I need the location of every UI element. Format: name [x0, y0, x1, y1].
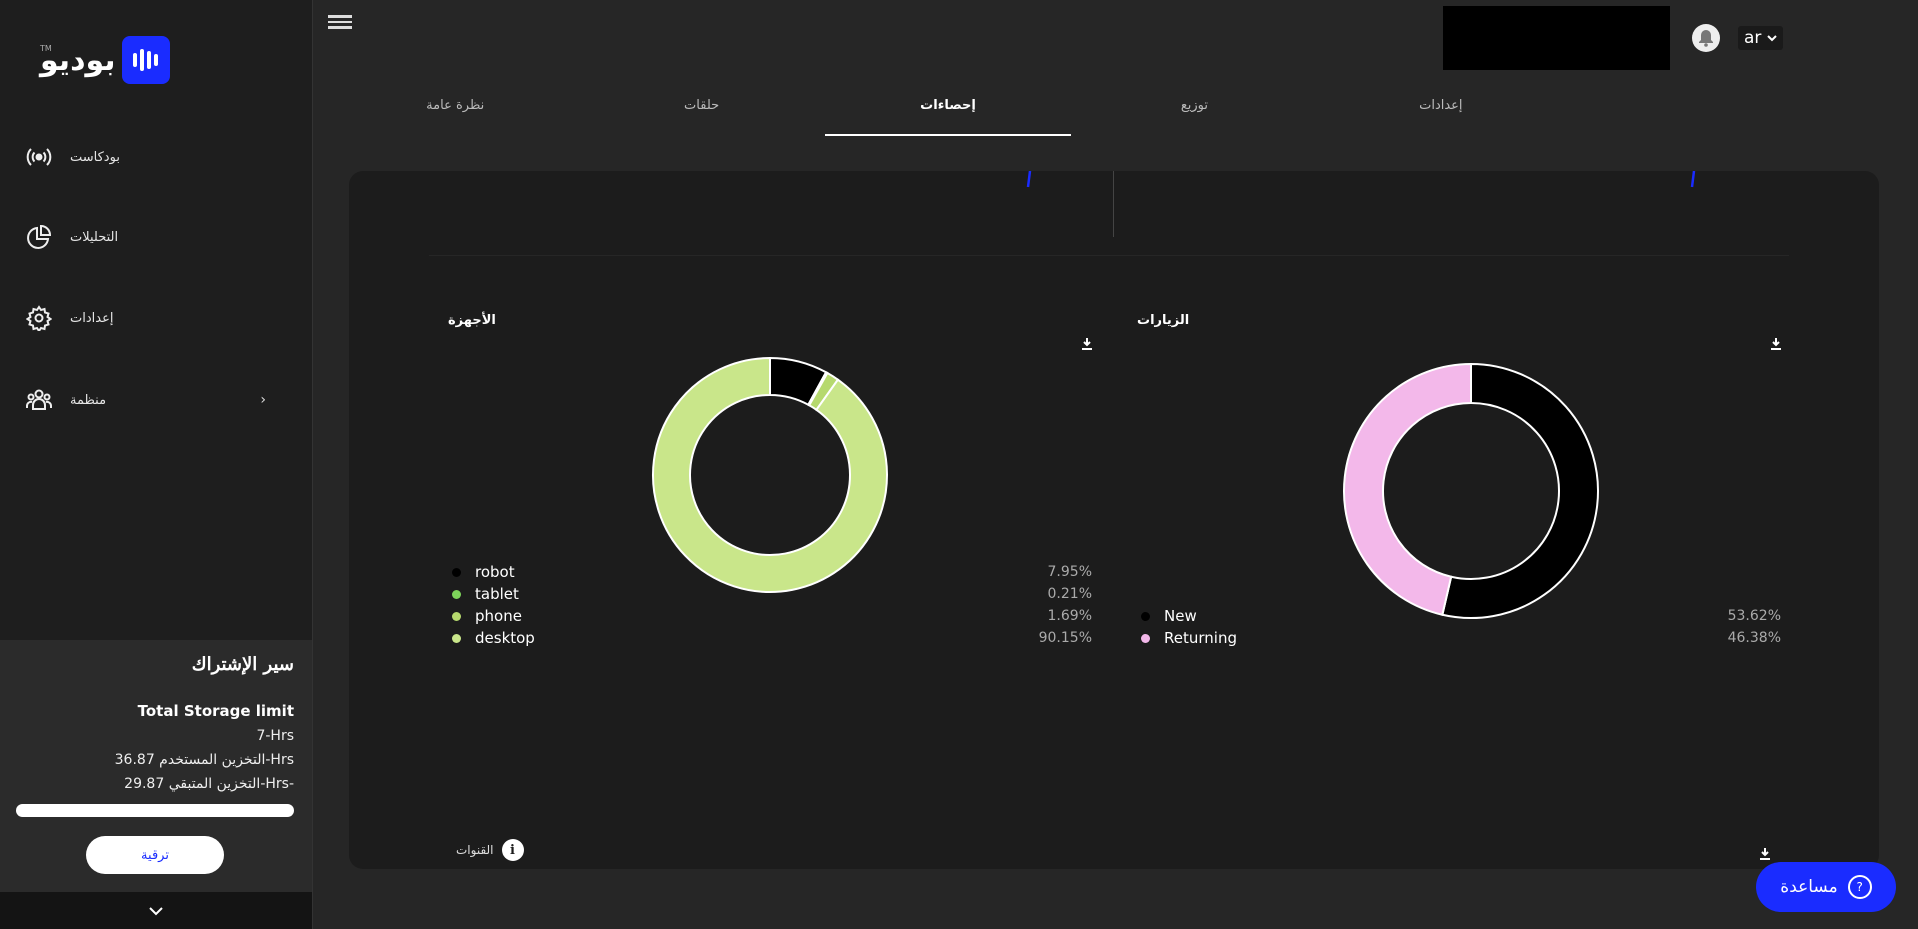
- channels-section-header: القنوات i: [456, 839, 524, 861]
- download-icon[interactable]: [1769, 337, 1783, 351]
- legend-dot: [452, 567, 461, 577]
- legend-percent: 90.15%: [1038, 630, 1092, 646]
- legend-item[interactable]: phone 1.69%: [452, 605, 1092, 627]
- legend-label: tablet: [475, 585, 519, 603]
- tab-distribution[interactable]: توزيع: [1180, 98, 1208, 113]
- visits-title: الزيارات: [1137, 313, 1190, 328]
- chart-line-fragment: [1690, 171, 1696, 188]
- broadcast-icon: [26, 144, 52, 170]
- donut-slice-desktop[interactable]: [652, 356, 888, 593]
- sidebar: TM بوديو بودكاست التحليلات: [0, 0, 313, 929]
- previous-charts-strip: [429, 171, 1789, 256]
- legend-label: phone: [475, 607, 522, 625]
- menu-icon[interactable]: [328, 12, 352, 34]
- sidebar-item-label: إعدادات: [70, 310, 114, 326]
- download-icon[interactable]: [1758, 847, 1772, 861]
- legend-dot: [1141, 633, 1150, 643]
- brand-name: بوديو: [40, 42, 116, 78]
- subscription-title: سير الإشتراك: [191, 654, 294, 675]
- legend-percent: 1.69%: [1047, 608, 1092, 624]
- help-label: مساعدة: [1780, 877, 1838, 897]
- gear-icon: [26, 305, 52, 331]
- chevron-right-icon[interactable]: ›: [260, 392, 266, 408]
- chevron-down-icon: [1767, 34, 1778, 41]
- language-value: ar: [1744, 28, 1762, 48]
- tab-statistics[interactable]: إحصاءات: [824, 84, 1072, 136]
- visits-card: الزيارات New 53.62% Returning 46.38%: [1117, 293, 1803, 703]
- legend-percent: 7.95%: [1047, 564, 1092, 580]
- pie-chart-icon: [26, 224, 52, 250]
- collapse-toggle[interactable]: [0, 892, 312, 929]
- legend-label: desktop: [475, 629, 535, 647]
- subscription-panel: سير الإشتراك Total Storage limit 7-Hrs ا…: [0, 640, 312, 892]
- help-button[interactable]: مساعدة ?: [1756, 862, 1896, 912]
- brand-logo[interactable]: TM بوديو: [40, 36, 170, 84]
- sidebar-item-podcast[interactable]: بودكاست: [26, 137, 276, 177]
- devices-title: الأجهزة: [448, 313, 496, 328]
- legend-label: robot: [475, 563, 515, 581]
- tab-bar: نظرة عامة حلقات إحصاءات توزيع إعدادات: [332, 84, 1564, 136]
- donut-slice-returning[interactable]: [1343, 362, 1472, 616]
- team-icon: [26, 387, 52, 413]
- sidebar-item-label: منظمة: [70, 392, 107, 408]
- trademark-mark: TM: [40, 44, 52, 53]
- storage-used: التخزين المستخدم 36.87-Hrs: [114, 752, 294, 768]
- help-question-icon: ?: [1847, 875, 1872, 899]
- devices-card: الأجهزة robot 7.95% tablet 0.21% phone 1.69% d…: [428, 293, 1114, 703]
- legend-item[interactable]: tablet 0.21%: [452, 583, 1092, 605]
- sidebar-item-label: بودكاست: [70, 149, 120, 165]
- header-banner: [1443, 6, 1670, 70]
- language-selector[interactable]: ar: [1738, 26, 1784, 50]
- logo-bars-icon: [121, 36, 170, 84]
- storage-remaining: التخزين المتبقي 29.87-Hrs-: [124, 776, 294, 792]
- devices-donut-chart[interactable]: [648, 353, 892, 597]
- legend-label: New: [1164, 607, 1197, 625]
- legend-percent: 0.21%: [1047, 586, 1092, 602]
- download-icon[interactable]: [1080, 337, 1094, 351]
- legend-item[interactable]: Returning 46.38%: [1141, 627, 1781, 649]
- sidebar-item-settings[interactable]: إعدادات: [26, 298, 276, 338]
- legend-dot: [1141, 611, 1150, 621]
- visits-donut-chart[interactable]: [1339, 359, 1603, 623]
- storage-limit-value: 7-Hrs: [256, 728, 294, 744]
- devices-legend: robot 7.95% tablet 0.21% phone 1.69% desktop 90…: [452, 561, 1092, 649]
- storage-progress-fill: [16, 804, 294, 817]
- legend-item[interactable]: New 53.62%: [1141, 605, 1781, 627]
- sidebar-item-label: التحليلات: [70, 229, 119, 245]
- sidebar-item-organization[interactable]: منظمة ›: [26, 380, 276, 420]
- legend-percent: 46.38%: [1727, 630, 1781, 646]
- legend-percent: 53.62%: [1727, 608, 1781, 624]
- tab-overview[interactable]: نظرة عامة: [426, 98, 485, 113]
- statistics-panel[interactable]: الأجهزة robot 7.95% tablet 0.21% phone 1.69% d…: [349, 171, 1879, 869]
- sidebar-item-analytics[interactable]: التحليلات: [26, 217, 276, 257]
- divider: [1113, 171, 1114, 237]
- chevron-down-icon: [149, 906, 163, 915]
- storage-limit-label: Total Storage limit: [137, 702, 294, 720]
- channels-title: القنوات: [456, 843, 494, 857]
- notification-bell-icon[interactable]: [1692, 24, 1720, 52]
- legend-item[interactable]: robot 7.95%: [452, 561, 1092, 583]
- chart-line-fragment: [1026, 171, 1032, 188]
- tab-settings[interactable]: إعدادات: [1419, 98, 1463, 113]
- upgrade-button[interactable]: ترقية: [86, 836, 224, 874]
- legend-dot: [452, 633, 461, 643]
- legend-dot: [452, 611, 461, 621]
- tab-episodes[interactable]: حلقات: [684, 98, 720, 113]
- legend-item[interactable]: desktop 90.15%: [452, 627, 1092, 649]
- legend-dot: [452, 589, 461, 599]
- donut-slice-new[interactable]: [1441, 362, 1599, 619]
- storage-progress-bar: [16, 804, 294, 817]
- info-icon[interactable]: i: [501, 839, 524, 861]
- visits-legend: New 53.62% Returning 46.38%: [1141, 605, 1781, 649]
- legend-label: Returning: [1164, 629, 1237, 647]
